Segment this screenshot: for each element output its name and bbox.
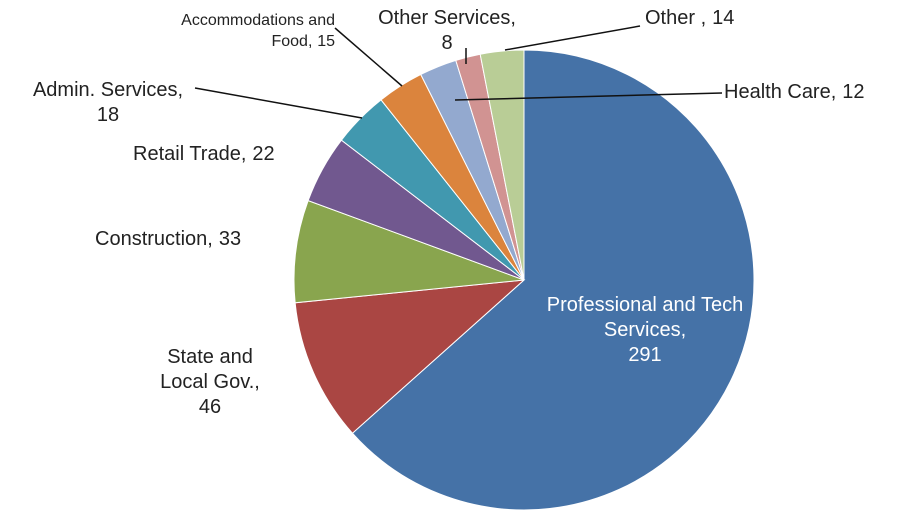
value-label: 33 bbox=[218, 228, 242, 250]
category-label: Retail Trade, bbox=[133, 143, 247, 165]
slice-label: Health Care, 12 bbox=[724, 80, 911, 105]
leader-line bbox=[194, 87, 363, 119]
value-label: 8 bbox=[441, 32, 453, 54]
pie-slice bbox=[351, 49, 755, 510]
category-label: Professional and Tech Services, bbox=[546, 294, 744, 341]
value-label: 15 bbox=[317, 33, 335, 50]
leader-line bbox=[454, 92, 723, 101]
category-label: Other Services, bbox=[378, 7, 516, 29]
slice-label: Other Services, 8 bbox=[352, 6, 542, 56]
slice-label: State and Local Gov., 46 bbox=[145, 345, 275, 420]
category-label: Admin. Services, bbox=[32, 79, 184, 101]
category-label: Other , bbox=[645, 7, 707, 29]
pie-slice bbox=[293, 199, 525, 304]
value-label: 12 bbox=[842, 81, 865, 103]
pie-slice bbox=[294, 279, 526, 434]
slice-label: Other , 14 bbox=[645, 6, 795, 31]
leader-line bbox=[504, 25, 641, 51]
value-label: 46 bbox=[198, 396, 222, 418]
value-label: 18 bbox=[96, 104, 120, 126]
category-label: Accommodations and Food, bbox=[181, 12, 335, 50]
category-label: State and Local Gov., bbox=[160, 346, 260, 393]
category-label: Construction, bbox=[95, 228, 213, 250]
slice-label: Retail Trade, 22 bbox=[133, 142, 353, 167]
value-label: 22 bbox=[252, 143, 275, 165]
slice-label: Admin. Services, 18 bbox=[8, 78, 208, 128]
value-label: 291 bbox=[628, 344, 662, 366]
slice-label: Construction, 33 bbox=[95, 227, 375, 252]
slice-label: Accommodations and Food, 15 bbox=[150, 10, 335, 52]
pie-slice bbox=[479, 49, 525, 281]
slice-label: Professional and Tech Services, 291 bbox=[545, 293, 745, 368]
leader-line bbox=[334, 27, 403, 87]
category-label: Health Care, bbox=[724, 81, 837, 103]
value-label: 14 bbox=[712, 7, 735, 29]
